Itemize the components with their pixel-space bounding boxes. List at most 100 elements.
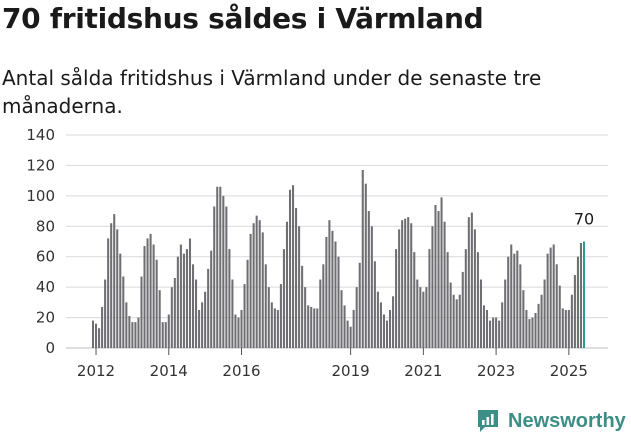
x-tick-label: 2023 xyxy=(477,362,515,380)
bar xyxy=(228,249,231,348)
last-value-label: 70 xyxy=(574,210,594,229)
x-tick-label: 2014 xyxy=(150,362,188,380)
bar xyxy=(431,226,434,348)
bar xyxy=(146,238,149,348)
bar xyxy=(137,317,140,348)
bar xyxy=(158,290,161,348)
bar xyxy=(449,282,452,348)
bar xyxy=(470,212,473,348)
bar xyxy=(128,316,131,348)
bar xyxy=(255,215,258,348)
bar xyxy=(213,206,216,348)
bar xyxy=(149,233,152,348)
bar xyxy=(561,308,564,348)
x-tick-label: 2012 xyxy=(77,362,115,380)
bar xyxy=(482,305,486,348)
bar xyxy=(225,206,228,348)
bar xyxy=(537,303,540,348)
bar xyxy=(425,287,428,348)
bar xyxy=(498,320,501,348)
bar xyxy=(210,250,213,348)
y-tick-label: 60 xyxy=(36,248,55,266)
bar xyxy=(428,249,431,348)
bar xyxy=(104,279,107,348)
bar xyxy=(122,276,125,348)
bar xyxy=(388,309,392,348)
bar xyxy=(110,223,113,348)
bar xyxy=(246,259,249,348)
bar xyxy=(552,244,555,348)
bar xyxy=(510,244,513,348)
bar xyxy=(489,320,492,348)
bar xyxy=(188,238,192,348)
bar xyxy=(170,287,173,348)
bar xyxy=(319,279,322,348)
bar xyxy=(334,241,337,348)
bar xyxy=(249,233,252,348)
bar xyxy=(567,309,570,348)
bar xyxy=(243,284,246,348)
bar xyxy=(573,274,576,348)
bar xyxy=(531,317,534,348)
bar xyxy=(161,322,164,348)
bar xyxy=(555,264,558,348)
bar xyxy=(310,306,313,348)
bar xyxy=(479,279,482,348)
bar xyxy=(349,326,352,348)
bar xyxy=(525,309,528,348)
bar xyxy=(528,319,531,348)
bar xyxy=(301,265,304,348)
bar xyxy=(116,229,119,348)
bar xyxy=(240,309,243,348)
bar xyxy=(207,268,210,348)
bar xyxy=(231,279,234,348)
bar xyxy=(464,249,467,348)
bar xyxy=(285,221,288,348)
bar xyxy=(473,229,476,348)
bar xyxy=(201,302,204,348)
bar xyxy=(485,309,489,348)
y-tick-label: 80 xyxy=(36,217,55,235)
bar xyxy=(455,299,458,348)
bar xyxy=(501,302,504,348)
bar xyxy=(346,320,349,348)
brand-name: Newsworthy xyxy=(508,409,626,432)
bar xyxy=(316,308,319,348)
bar xyxy=(434,204,437,348)
bar xyxy=(352,309,355,348)
bar xyxy=(404,218,407,348)
bar xyxy=(467,217,470,348)
newsworthy-brand[interactable]: Newsworthy xyxy=(476,406,626,436)
bar xyxy=(534,313,537,348)
bar xyxy=(95,323,98,348)
x-tick-label: 2019 xyxy=(332,362,370,380)
bar xyxy=(164,322,167,348)
bar xyxy=(570,294,573,348)
bar xyxy=(113,214,116,348)
bar xyxy=(304,287,307,348)
bar xyxy=(219,186,222,348)
x-tick-label: 2016 xyxy=(222,362,260,380)
y-tick-label: 40 xyxy=(36,278,55,296)
bar xyxy=(522,290,525,348)
bar xyxy=(355,287,358,348)
bar xyxy=(407,217,410,348)
bar xyxy=(131,322,134,348)
bar xyxy=(198,309,201,348)
bar xyxy=(443,221,446,348)
bar xyxy=(379,302,382,348)
bar xyxy=(340,290,343,348)
bar xyxy=(295,208,298,348)
bar xyxy=(325,236,328,348)
y-tick-label: 20 xyxy=(36,309,55,327)
bar xyxy=(134,322,137,348)
bar xyxy=(504,279,507,348)
bar xyxy=(119,253,122,348)
x-axis: 2012 2014 2016 2019 2021 2023 2025 xyxy=(77,348,588,380)
bar xyxy=(91,320,95,348)
bar xyxy=(140,276,143,348)
bar xyxy=(307,305,310,348)
bar xyxy=(267,287,270,348)
bar xyxy=(264,264,267,348)
